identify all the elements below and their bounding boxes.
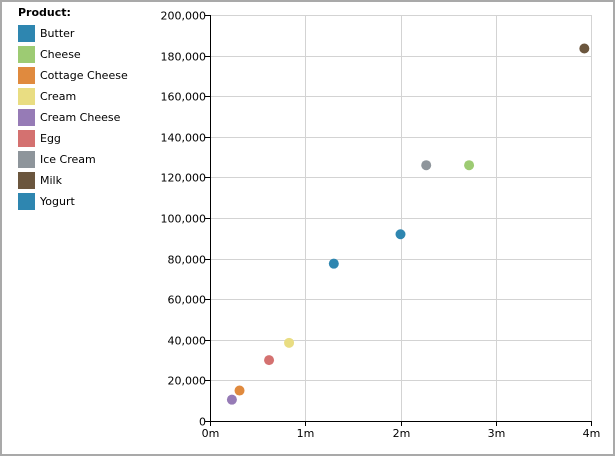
data-point-cottage-cheese	[234, 385, 245, 396]
legend-swatch	[18, 67, 35, 84]
y-tick-label: 80,000	[168, 254, 207, 267]
y-tick-label: 160,000	[161, 91, 207, 104]
data-point-yogurt	[328, 258, 339, 269]
data-point-egg	[264, 355, 275, 366]
legend-label: Cottage Cheese	[40, 69, 128, 82]
data-point-ice-cream	[421, 160, 432, 171]
legend-item-cheese: Cheese	[18, 44, 128, 65]
legend-item-milk: Milk	[18, 170, 128, 191]
legend-item-butter: Butter	[18, 23, 128, 44]
y-tick-label: 140,000	[161, 132, 207, 145]
legend-label: Ice Cream	[40, 153, 96, 166]
legend-label: Butter	[40, 27, 75, 40]
legend-item-cream-cheese: Cream Cheese	[18, 107, 128, 128]
x-tick-label: 0m	[202, 427, 220, 440]
x-tick-label: 2m	[393, 427, 411, 440]
y-tick-label: 60,000	[168, 294, 207, 307]
data-point-cream-cheese	[226, 394, 237, 405]
legend-label: Egg	[40, 132, 61, 145]
y-tick-label: 200,000	[161, 10, 207, 23]
data-point-cheese	[464, 160, 475, 171]
y-tick-label: 120,000	[161, 172, 207, 185]
legend-swatch	[18, 130, 35, 147]
legend-swatch	[18, 109, 35, 126]
y-tick-label: 0	[199, 416, 206, 429]
data-point-milk	[579, 43, 590, 54]
y-tick-label: 100,000	[161, 213, 207, 226]
x-tick-label: 1m	[297, 427, 315, 440]
legend-swatch	[18, 193, 35, 210]
legend-item-ice-cream: Ice Cream	[18, 149, 128, 170]
legend-item-cottage-cheese: Cottage Cheese	[18, 65, 128, 86]
x-tick-label: 3m	[488, 427, 506, 440]
legend-label: Yogurt	[40, 195, 75, 208]
legend-swatch	[18, 88, 35, 105]
legend-label: Cream	[40, 90, 77, 103]
legend: Product: Butter Cheese Cottage Cheese Cream…	[18, 6, 128, 212]
legend-label: Cream Cheese	[40, 111, 121, 124]
legend-title: Product:	[18, 6, 71, 19]
y-tick-label: 180,000	[161, 51, 207, 64]
legend-label: Milk	[40, 174, 62, 187]
legend-swatch	[18, 25, 35, 42]
legend-item-cream: Cream	[18, 86, 128, 107]
y-tick-label: 20,000	[168, 375, 207, 388]
data-point-butter	[395, 229, 406, 240]
legend-swatch	[18, 151, 35, 168]
legend-item-egg: Egg	[18, 128, 128, 149]
legend-label: Cheese	[40, 48, 81, 61]
data-point-cream	[284, 337, 295, 348]
legend-swatch	[18, 172, 35, 189]
y-tick-label: 40,000	[168, 335, 207, 348]
x-tick-label: 4m	[583, 427, 601, 440]
legend-swatch	[18, 46, 35, 63]
legend-item-yogurt: Yogurt	[18, 191, 128, 212]
